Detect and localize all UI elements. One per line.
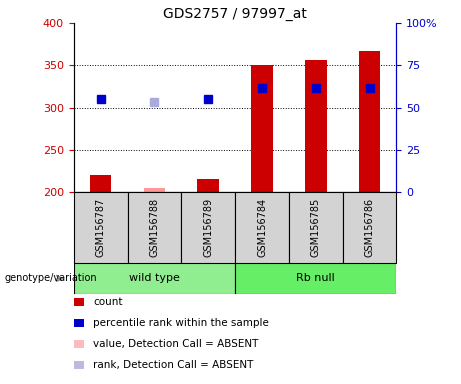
Title: GDS2757 / 97997_at: GDS2757 / 97997_at (163, 7, 307, 21)
Bar (359, 51, 380, 192)
Bar (128, 192, 181, 263)
Text: value, Detection Call = ABSENT: value, Detection Call = ABSENT (93, 339, 259, 349)
Text: GSM156784: GSM156784 (257, 198, 267, 257)
Bar (74, 192, 128, 263)
Bar (90, 175, 112, 192)
Bar (305, 60, 326, 192)
Bar (235, 263, 396, 294)
Bar (197, 179, 219, 192)
Text: rank, Detection Call = ABSENT: rank, Detection Call = ABSENT (93, 360, 254, 370)
Text: count: count (93, 297, 123, 307)
Bar (289, 192, 343, 263)
Text: genotype/variation: genotype/variation (5, 273, 97, 283)
Text: wild type: wild type (129, 273, 180, 283)
Bar (343, 192, 396, 263)
Bar (235, 192, 289, 263)
Text: Rb null: Rb null (296, 273, 335, 283)
Bar (251, 65, 273, 192)
Text: GSM156787: GSM156787 (95, 198, 106, 257)
Text: GSM156786: GSM156786 (365, 198, 375, 257)
Text: GSM156789: GSM156789 (203, 198, 213, 257)
Text: GSM156785: GSM156785 (311, 198, 321, 257)
Bar (144, 188, 165, 192)
Text: percentile rank within the sample: percentile rank within the sample (93, 318, 269, 328)
Bar (181, 192, 235, 263)
Text: GSM156788: GSM156788 (149, 198, 160, 257)
Bar (74, 263, 235, 294)
